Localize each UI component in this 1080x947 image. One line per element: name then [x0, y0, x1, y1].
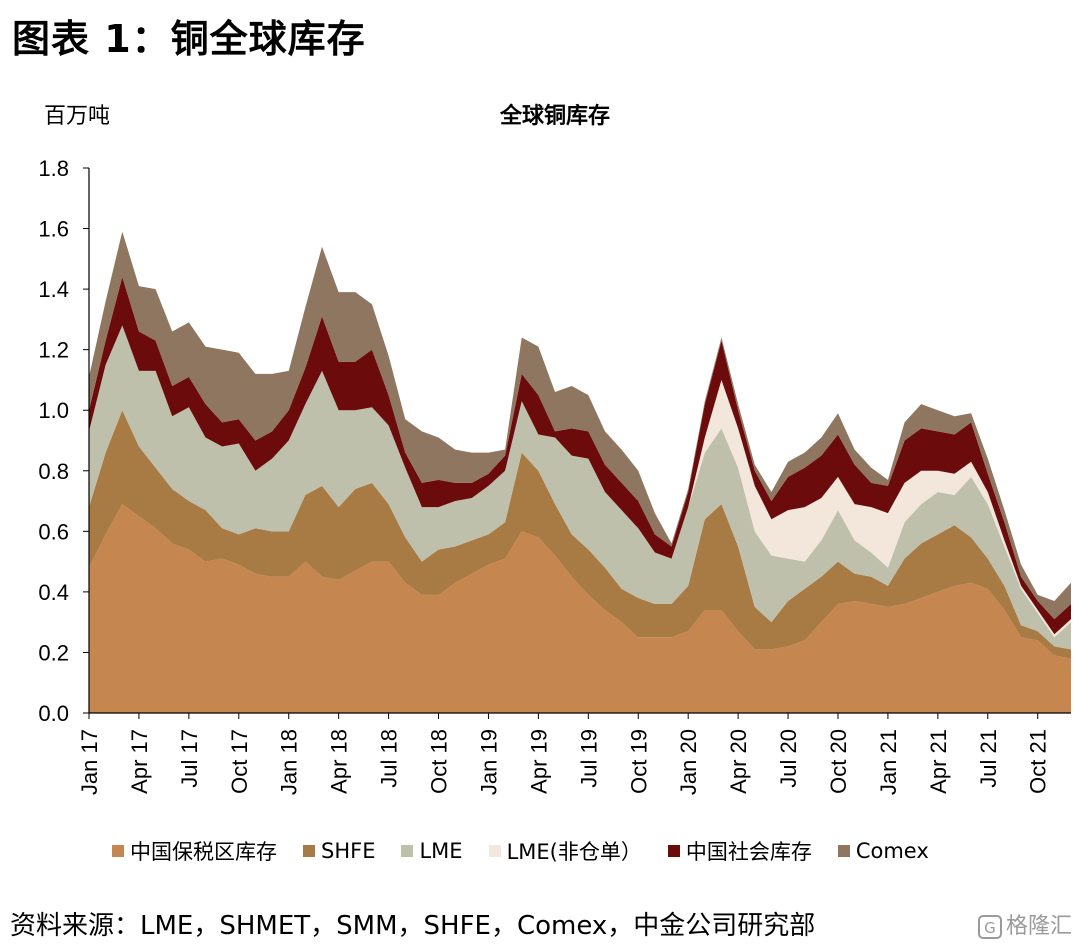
- x-tick-label: Jul 20: [776, 729, 801, 788]
- legend-swatch: [837, 845, 850, 857]
- y-tick-label: 1.4: [38, 277, 69, 302]
- y-tick-label: 1.2: [38, 338, 69, 363]
- y-axis-unit-label: 百万吨: [44, 104, 111, 129]
- area-series-0: [89, 504, 1071, 713]
- legend-label: Comex: [855, 839, 929, 863]
- x-tick-label: Jan 21: [876, 729, 901, 795]
- y-tick-label: 0.8: [38, 459, 69, 484]
- figure-title: 图表 1：铜全球库存: [12, 17, 366, 61]
- y-tick-label: 0.6: [38, 519, 69, 544]
- legend-label: LME: [419, 839, 463, 863]
- area-series-2: [89, 325, 1071, 650]
- chart-title: 全球铜库存: [499, 104, 610, 129]
- legend-swatch: [488, 845, 501, 857]
- y-tick-label: 1.6: [38, 217, 69, 242]
- stacked-area-chart: 0.0 0.2 0.4 0.6 0.8 1.0 1.2 1.4 1.6 1.8 Jan 17 Apr …: [38, 156, 1071, 795]
- x-tick-label: Jan 17: [77, 729, 102, 795]
- legend-item: LME: [401, 839, 463, 863]
- legend-swatch: [401, 845, 414, 857]
- y-tick-label: 1.0: [38, 398, 69, 423]
- x-tick-label: Jan 18: [277, 729, 302, 795]
- legend-label: 中国社会库存: [685, 840, 812, 864]
- x-tick-label: Apr 19: [526, 729, 551, 794]
- legend-swatch: [303, 845, 315, 857]
- series-areas: [89, 231, 1071, 713]
- legend-label: 中国保税区库存: [130, 840, 277, 864]
- legend-item: Comex: [837, 839, 929, 863]
- x-tick-label: Jul 21: [976, 729, 1001, 788]
- x-tick-label: Oct 21: [1026, 729, 1051, 794]
- chart-legend: 中国保税区库存 SHFE LME LME(非仓单） 中国社会库存 Comex: [112, 836, 955, 866]
- area-series-4: [89, 277, 1071, 635]
- x-tick-label: Oct 18: [427, 729, 452, 794]
- legend-item: 中国保税区库存: [112, 836, 277, 866]
- x-tick-label: Jul 18: [377, 729, 402, 788]
- watermark: G 格隆汇: [977, 908, 1072, 940]
- y-tick-label: 1.8: [38, 156, 69, 181]
- area-series-5: [89, 231, 1071, 620]
- x-tick-label: Oct 20: [826, 729, 851, 794]
- x-tick-label: Apr 20: [726, 729, 751, 794]
- x-tick-label: Apr 18: [327, 729, 352, 794]
- legend-label: SHFE: [321, 839, 376, 863]
- logo-icon: G: [977, 915, 1002, 939]
- chart-axes: 0.0 0.2 0.4 0.6 0.8 1.0 1.2 1.4 1.6 1.8 Jan 17 Apr …: [38, 156, 1071, 795]
- x-tick-label: Jul 19: [576, 729, 601, 788]
- legend-swatch: [112, 845, 124, 857]
- y-tick-label: 0.4: [38, 580, 69, 605]
- legend-label: LME(非仓单）: [506, 840, 642, 864]
- y-tick-label: 0.0: [38, 701, 69, 726]
- x-tick-label: Oct 19: [626, 729, 651, 794]
- x-tick-label: Jan 20: [676, 729, 701, 795]
- x-tick-label: Apr 17: [127, 729, 152, 794]
- legend-item: 中国社会库存: [667, 836, 812, 866]
- x-tick-label: Apr 21: [926, 729, 951, 794]
- area-series-1: [89, 410, 1071, 659]
- legend-swatch: [667, 845, 680, 857]
- source-note: 资料来源：LME，SHMET，SMM，SHFE，Comex，中金公司研究部: [10, 911, 816, 941]
- legend-item: LME(非仓单）: [488, 836, 642, 866]
- watermark-text: 格隆汇: [1005, 914, 1072, 939]
- y-tick-label: 0.2: [38, 640, 69, 665]
- legend-item: SHFE: [303, 839, 375, 863]
- x-tick-label: Jan 19: [476, 729, 501, 795]
- x-tick-label: Jul 17: [177, 729, 202, 788]
- x-tick-label: Oct 17: [227, 729, 252, 794]
